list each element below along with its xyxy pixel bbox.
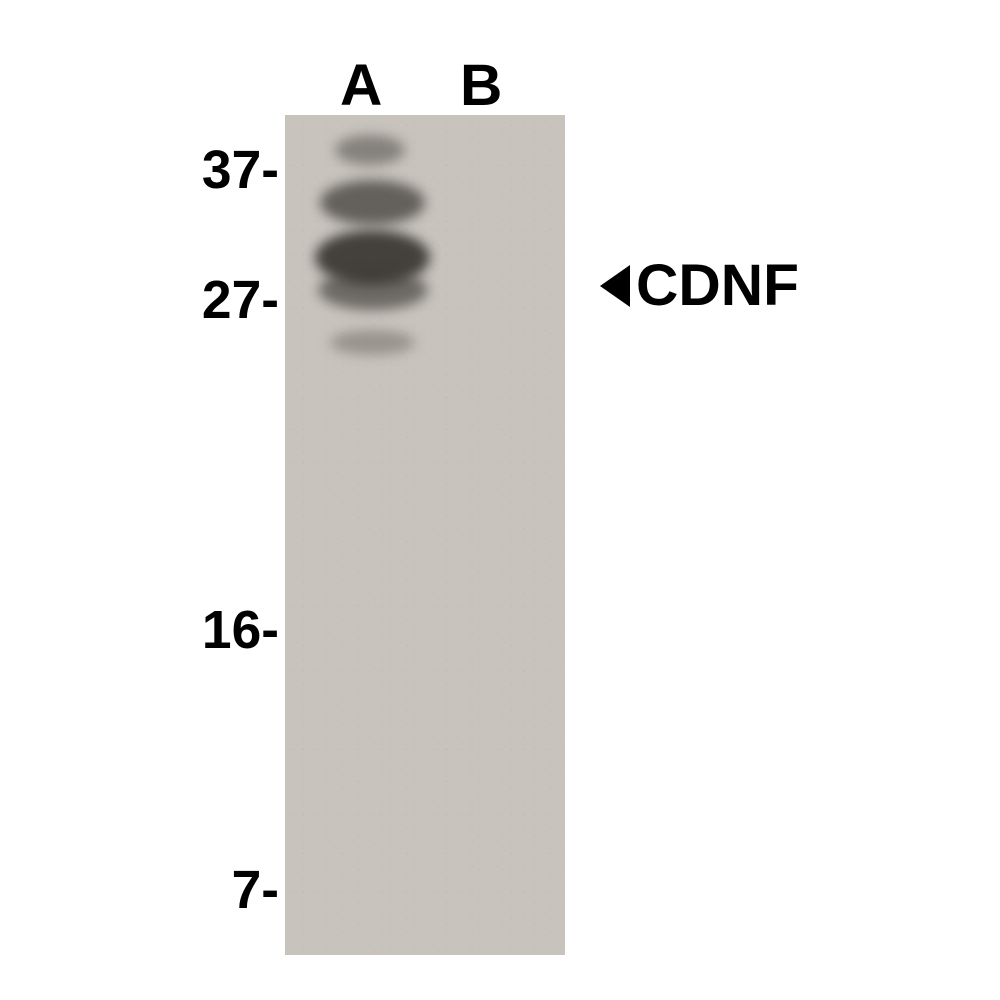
mw-tick: - xyxy=(261,601,279,660)
arrow-left-icon xyxy=(600,265,630,307)
mw-value: 16 xyxy=(202,601,261,660)
mw-value: 27 xyxy=(202,271,261,330)
western-blot-figure: A B 37- 27- 16- 7- CDNF xyxy=(50,40,950,960)
signal-band xyxy=(320,180,425,225)
lane-label-b: B xyxy=(460,52,502,119)
mw-marker-37: 37- xyxy=(159,140,279,201)
signal-band xyxy=(330,330,415,355)
mw-marker-16: 16- xyxy=(159,600,279,661)
signal-band xyxy=(318,270,428,310)
lane-label-a: A xyxy=(340,52,382,119)
mw-value: 37 xyxy=(202,141,261,200)
mw-marker-7: 7- xyxy=(159,860,279,921)
mw-tick: - xyxy=(261,141,279,200)
signal-band xyxy=(335,135,405,165)
target-label-cdnf: CDNF xyxy=(600,252,799,319)
mw-marker-27: 27- xyxy=(159,270,279,331)
mw-tick: - xyxy=(261,271,279,330)
mw-value: 7 xyxy=(232,861,262,920)
target-text: CDNF xyxy=(636,252,799,319)
mw-tick: - xyxy=(261,861,279,920)
